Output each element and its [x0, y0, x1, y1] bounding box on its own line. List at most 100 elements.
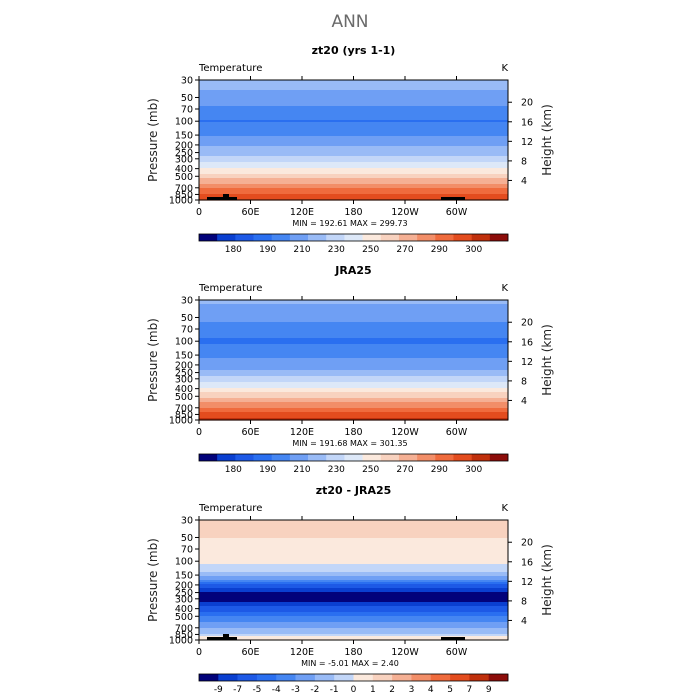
contour-band: [199, 572, 508, 575]
colorbar-label: 190: [259, 245, 276, 255]
colorbar-segment: [271, 454, 291, 461]
contour-band: [199, 136, 508, 139]
contour-band: [199, 106, 508, 109]
y-tick-label: 300: [175, 154, 193, 165]
contour-band: [199, 146, 508, 149]
colorbar-segment: [489, 454, 509, 461]
topography-mask: [441, 637, 465, 640]
contour-band: [199, 538, 508, 541]
colorbar-label: 230: [328, 245, 345, 255]
contour-band: [199, 318, 508, 321]
contour-band: [199, 368, 508, 371]
colorbar-segment: [411, 674, 432, 681]
contour-band: [199, 632, 508, 635]
y-tick-label: 70: [181, 324, 193, 335]
contour-band: [199, 192, 508, 195]
contour-band: [199, 140, 508, 143]
y-tick-label: 200: [175, 580, 193, 591]
contour-band: [199, 398, 508, 401]
contour-band: [199, 132, 508, 135]
contour-band: [199, 592, 508, 595]
contour-band: [199, 566, 508, 569]
colorbar-segment: [289, 454, 309, 461]
colorbar-label: -3: [291, 685, 300, 695]
contour-band: [199, 88, 508, 91]
y-tick-label: 30: [181, 296, 193, 307]
colorbar-segment: [199, 454, 218, 461]
contour-band: [199, 364, 508, 367]
contour-band: [199, 604, 508, 607]
units-label: K: [501, 283, 508, 294]
contour-band: [199, 320, 508, 323]
colorbar-label: 1: [370, 685, 376, 695]
y2-tick-label: 20: [521, 98, 533, 109]
figure-title: ANN: [331, 12, 369, 32]
contour-band: [199, 346, 508, 349]
colorbar-label: 9: [486, 685, 492, 695]
y-tick-label: 50: [181, 533, 193, 544]
contour-band: [199, 144, 508, 147]
contour-band: [199, 316, 508, 319]
contour-band: [199, 552, 508, 555]
panel-title: zt20 (yrs 1-1): [312, 44, 396, 57]
contour-band: [199, 598, 508, 601]
contour-band: [199, 382, 508, 385]
contour-band: [199, 348, 508, 351]
topography-mask: [207, 637, 237, 640]
contour-band: [199, 108, 508, 111]
min-max-stats: MIN = -5.01 MAX = 2.40: [301, 659, 399, 668]
contour-band: [199, 380, 508, 383]
contour-band: [199, 366, 508, 369]
y2-tick-label: 8: [521, 156, 527, 167]
contour-band: [199, 394, 508, 397]
colorbar-segment: [276, 674, 296, 681]
contour-band: [199, 328, 508, 331]
contour-band: [199, 104, 508, 107]
y2-tick-label: 16: [521, 557, 533, 568]
contour-band: [199, 164, 508, 167]
colorbar-segment: [398, 454, 418, 461]
min-max-stats: MIN = 191.68 MAX = 301.35: [292, 439, 407, 448]
contour-band: [199, 374, 508, 377]
contour-band: [199, 112, 508, 115]
y-tick-label: 100: [175, 117, 193, 128]
contour-band: [199, 322, 508, 325]
contour-band: [199, 530, 508, 533]
colorbar-segment: [471, 454, 491, 461]
contour-band: [199, 408, 508, 411]
colorbar-segment: [453, 234, 472, 241]
contour-band: [199, 534, 508, 537]
contour-band: [199, 190, 508, 193]
y2-tick-label: 4: [521, 396, 527, 407]
contour-band: [199, 606, 508, 609]
colorbar-label: -5: [252, 685, 261, 695]
contour-band: [199, 404, 508, 407]
x-tick-label: 0: [196, 647, 202, 658]
contour-band: [199, 300, 508, 303]
contour-band: [199, 400, 508, 403]
colorbar-segment: [353, 674, 374, 681]
contour-band: [199, 584, 508, 587]
colorbar-label: 4: [428, 685, 434, 695]
y2-tick-label: 12: [521, 357, 533, 368]
colorbar-segment: [289, 234, 309, 241]
contour-band: [199, 122, 508, 125]
y2-tick-label: 4: [521, 176, 527, 187]
colorbar-segment: [199, 234, 218, 241]
colorbar-segment: [392, 674, 412, 681]
contour-band: [199, 406, 508, 409]
y-tick-label: 1000: [169, 416, 193, 427]
y-tick-label: 1000: [169, 196, 193, 207]
contour-band: [199, 306, 508, 309]
contour-band: [199, 636, 508, 639]
contour-band: [199, 522, 508, 525]
contour-band: [199, 188, 508, 191]
colorbar-segment: [235, 234, 254, 241]
contour-band: [199, 150, 508, 153]
colorbar-segment: [380, 454, 400, 461]
colorbar-segment: [380, 234, 400, 241]
y-tick-label: 850: [175, 190, 193, 201]
contour-band: [199, 182, 508, 185]
contour-band: [199, 302, 508, 305]
contour-band: [199, 588, 508, 591]
